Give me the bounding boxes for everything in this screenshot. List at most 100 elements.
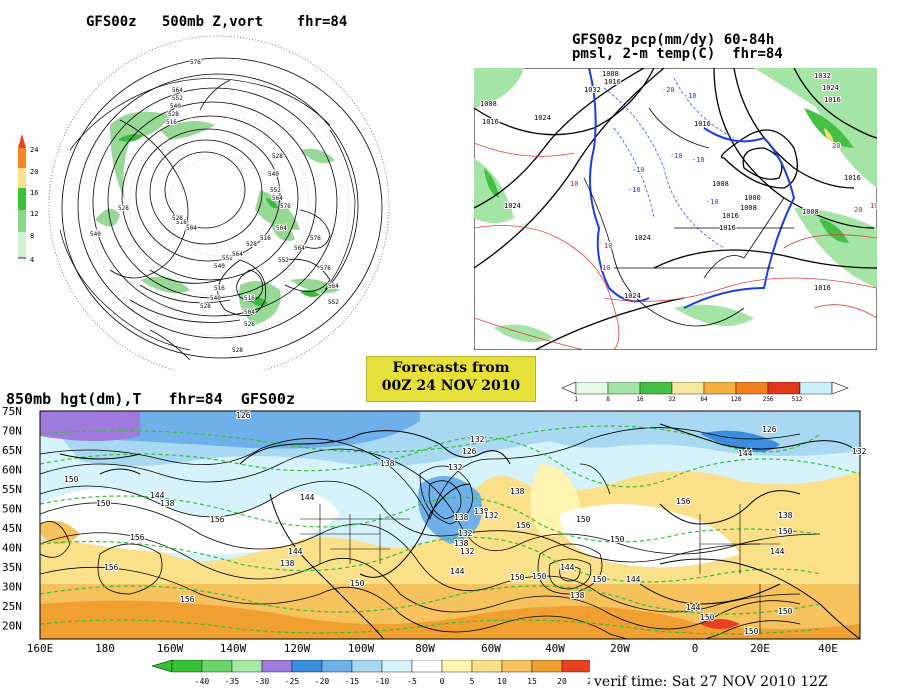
lon-label: 20W <box>610 642 630 655</box>
pop-contour-label: 1016 <box>719 224 736 232</box>
height-label: 126 <box>236 411 251 420</box>
height-label: 144 <box>300 493 315 502</box>
vort-contour-label: 516 <box>214 285 225 292</box>
height-label: 132 <box>484 511 499 520</box>
height-label: 132 <box>852 447 867 456</box>
height-label: 132 <box>470 435 485 444</box>
pop-colorbar-tick: 1 <box>574 396 578 402</box>
pop-contour-label: 1008 <box>480 100 497 108</box>
vort-contour-label: 564 <box>328 283 339 290</box>
pop-temp-label: -10 <box>684 92 697 100</box>
height-label: 156 <box>676 497 691 506</box>
lon-label: 60W <box>481 642 501 655</box>
vort-contour-label: 528 <box>168 111 179 118</box>
height-label: 150 <box>700 613 715 622</box>
lat-label: 70N <box>2 425 22 438</box>
height-label: 150 <box>64 475 79 484</box>
pop-panel: 1032102410161008101610241008101610321024… <box>474 68 877 350</box>
pop-colorbar-tick: 64 <box>700 396 708 402</box>
pop-panel-title-2: pmsl, 2-m temp(C) fhr=84 <box>572 46 783 62</box>
height-label: 150 <box>778 527 793 536</box>
height-label: 144 <box>770 547 785 556</box>
pop-contour-label: 1032 <box>584 86 601 94</box>
vort-contour-label: 528 <box>244 321 255 328</box>
vort-contour-label: 552 <box>222 255 233 262</box>
pop-colorbar-tick: 512 <box>792 396 803 402</box>
lat-label: 65N <box>2 444 22 457</box>
height-label: 126 <box>462 447 477 456</box>
vort-contour-label: 576 <box>280 203 291 210</box>
lon-label: 40E <box>818 642 838 655</box>
vort-contour-label: 504 <box>186 225 197 232</box>
vort-contour-label: 516 <box>244 295 255 302</box>
temp-colorbar-tick: -25 <box>285 677 300 686</box>
lon-label: 180 <box>95 642 115 655</box>
vort-contour-label: 540 <box>268 171 279 178</box>
pop-contour-label: 1024 <box>534 114 551 122</box>
banner-line-2: 00Z 24 NOV 2010 <box>381 378 521 394</box>
pop-contour-label: 1016 <box>694 120 711 128</box>
vort-contour-label: 552 <box>328 299 339 306</box>
colorbar-bin <box>441 660 473 673</box>
vort-contour-label: 576 <box>190 59 201 66</box>
vort-contour-label: 516 <box>260 235 271 242</box>
vort-contour-label: 564 <box>294 245 305 252</box>
colorbar-bin <box>561 660 590 673</box>
pop-contour-label: 1016 <box>844 174 861 182</box>
pop-temp-label: -10 <box>670 152 683 160</box>
vort-scale-label: 16 <box>30 189 38 197</box>
pop-contour-label: 1016 <box>482 118 499 126</box>
lon-label: 20E <box>750 642 770 655</box>
vort-panel: 24 20 16 12 8 4 <box>18 35 390 370</box>
lon-label: 120W <box>284 642 311 655</box>
vort-contour-label: 540 <box>170 103 181 110</box>
height-label: 144 <box>626 575 641 584</box>
temp-colorbar-tick: -40 <box>195 677 210 686</box>
vort-contour-label: 528 <box>172 215 183 222</box>
colorbar-bin <box>291 660 323 673</box>
polar-boundary <box>48 35 390 370</box>
850-panel-title: 850mb hgt(dm),T fhr=84 GFS00z <box>6 390 295 408</box>
height-label: 150 <box>96 499 111 508</box>
temp-colorbar-tick: 5 <box>470 677 475 686</box>
height-label: 126 <box>762 425 777 434</box>
pop-colorbar-tick: 16 <box>636 396 644 402</box>
vort-scale-label: 24 <box>30 146 38 154</box>
vort-contour-label: 540 <box>90 231 101 238</box>
colorbar-bin <box>321 660 353 673</box>
lat-label: 45N <box>2 522 22 535</box>
height-label: 144 <box>560 563 575 572</box>
pop-temp-label: -10 <box>628 186 641 194</box>
height-label: 132 <box>448 463 463 472</box>
height-label: 138 <box>454 513 469 522</box>
pop-temp-label: 20 <box>854 206 862 214</box>
height-label: 150 <box>350 579 365 588</box>
colorbar-bin <box>531 660 563 673</box>
height-label: 144 <box>450 567 465 576</box>
pop-contour-label: 1016 <box>604 78 621 86</box>
colorbar-bin <box>501 660 533 673</box>
height-label: 138 <box>380 459 395 468</box>
height-label: 150 <box>532 572 547 581</box>
pop-temp-label: 10 <box>604 242 612 250</box>
vort-contour-label: 576 <box>320 265 331 272</box>
polar-map <box>59 57 383 361</box>
colorbar-bin <box>411 660 443 673</box>
lon-label: 100W <box>348 642 375 655</box>
height-label: 132 <box>460 547 475 556</box>
lat-label: 30N <box>2 581 22 594</box>
temp-colorbar-tick: 10 <box>497 677 507 686</box>
pop-contour-label: 1032 <box>814 72 831 80</box>
vort-contour-label: 504 <box>276 225 287 232</box>
lat-label: 35N <box>2 561 22 574</box>
height-label: 138 <box>280 559 295 568</box>
banner-line-1: Forecasts from <box>392 360 510 376</box>
temp-colorbar-tick: -15 <box>345 677 360 686</box>
height-label: 156 <box>130 533 145 542</box>
pop-temp-label: -10 <box>692 156 705 164</box>
height-label: 138 <box>454 539 469 548</box>
height-label: 138 <box>510 487 525 496</box>
pop-colorbar: 1 8 16 32 64 128 256 512 <box>561 382 849 402</box>
vort-contour-label: 564 <box>232 251 243 258</box>
height-label: 150 <box>778 607 793 616</box>
